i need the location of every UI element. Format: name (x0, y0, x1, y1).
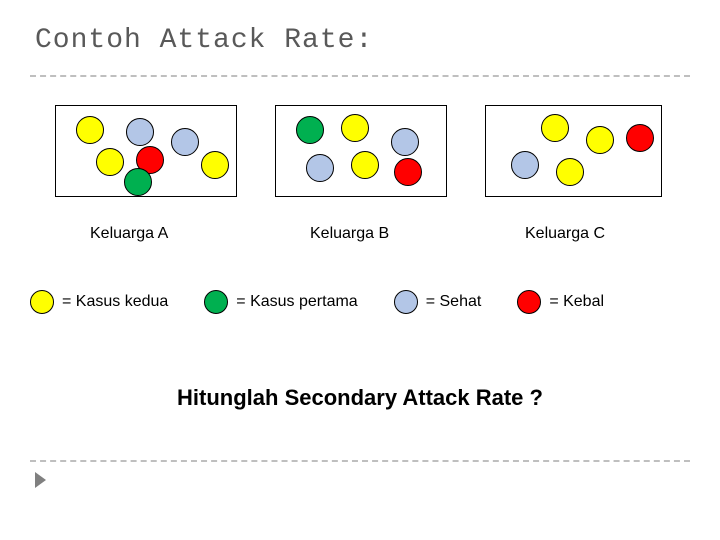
person-circle (306, 154, 334, 182)
person-circle (96, 148, 124, 176)
person-circle (296, 116, 324, 144)
family-box (55, 105, 237, 197)
person-circle (541, 114, 569, 142)
person-circle (201, 151, 229, 179)
family-label: Keluarga A (90, 225, 168, 243)
legend-item: = Kebal (517, 290, 604, 314)
person-circle (124, 168, 152, 196)
legend-label: = Sehat (426, 293, 482, 311)
person-circle (126, 118, 154, 146)
person-circle (626, 124, 654, 152)
legend-label: = Kasus kedua (62, 293, 168, 311)
person-circle (586, 126, 614, 154)
legend-item: = Kasus kedua (30, 290, 168, 314)
bullet-marker (35, 472, 46, 488)
person-circle (351, 151, 379, 179)
legend-swatch (204, 290, 228, 314)
person-circle (341, 114, 369, 142)
legend-label: = Kebal (549, 293, 604, 311)
person-circle (394, 158, 422, 186)
person-circle (391, 128, 419, 156)
question-text: Hitunglah Secondary Attack Rate ? (0, 385, 720, 411)
family-label: Keluarga B (310, 225, 389, 243)
legend-swatch (517, 290, 541, 314)
legend-swatch (30, 290, 54, 314)
legend-swatch (394, 290, 418, 314)
legend-label: = Kasus pertama (236, 293, 357, 311)
person-circle (76, 116, 104, 144)
person-circle (511, 151, 539, 179)
family-box (275, 105, 447, 197)
legend-item: = Kasus pertama (204, 290, 357, 314)
legend: = Kasus kedua = Kasus pertama = Sehat = Keb… (30, 290, 690, 314)
family-box (485, 105, 662, 197)
slide-title: Contoh Attack Rate: (35, 25, 373, 56)
person-circle (171, 128, 199, 156)
family-label: Keluarga C (525, 225, 605, 243)
divider-line (30, 460, 690, 462)
divider-line (30, 75, 690, 77)
legend-item: = Sehat (394, 290, 482, 314)
person-circle (556, 158, 584, 186)
